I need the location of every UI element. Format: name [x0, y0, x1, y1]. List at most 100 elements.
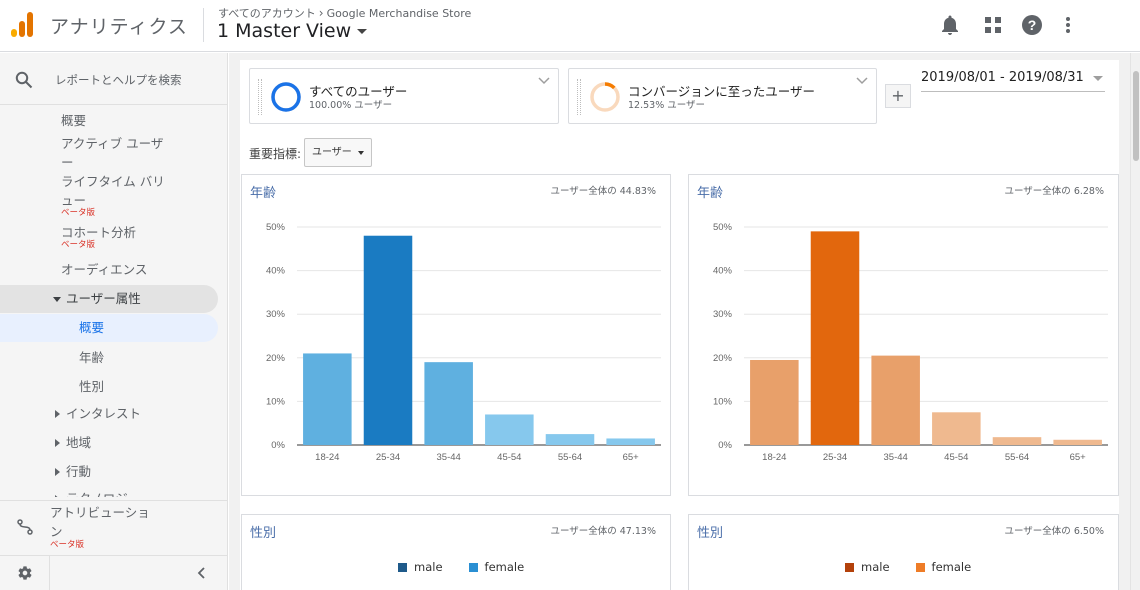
x-tick-label: 35-44	[884, 452, 908, 463]
divider	[0, 500, 227, 501]
y-tick-label: 30%	[266, 309, 286, 320]
segment-ring-icon	[590, 82, 620, 112]
sidebar-group-demographics[interactable]: ユーザー属性	[0, 285, 218, 313]
key-metric-value: ユーザー	[312, 147, 352, 158]
sidebar-item-lifetime-value[interactable]: ライフタイム バリュー ベータ版	[0, 172, 218, 218]
sidebar: レポートとヘルプを検索 概要 アクティブ ユーザー ライフタイム バリュー ベー…	[0, 53, 228, 590]
sidebar-item-gender[interactable]: 性別	[79, 379, 105, 394]
age-bar-chart: 0% 10% 20% 30% 40% 50% 18-24 25-34 35-44 45-54 55-…	[713, 222, 1108, 463]
x-tick-label: 55-64	[558, 452, 582, 463]
legend-label-male: male	[414, 560, 443, 574]
y-tick-label: 20%	[713, 353, 733, 364]
sidebar-item-attribution[interactable]: アトリビューション ベータ版	[0, 501, 227, 553]
drag-handle-icon[interactable]	[258, 79, 262, 115]
sidebar-item-audiences[interactable]: オーディエンス	[61, 262, 148, 277]
caret-down-icon	[357, 28, 368, 34]
segment-share: 100.00% ユーザー	[309, 100, 393, 111]
segment-card-all-users[interactable]: すべてのユーザー 100.00% ユーザー	[249, 68, 559, 124]
age-chart-card-all-users: 0% 10% 20% 30% 40% 50% 18-24 25-34 35-44 45-54 55-…	[241, 174, 671, 496]
expand-arrow-icon	[53, 297, 61, 302]
header-divider	[203, 8, 204, 42]
gender-legend: male female	[845, 560, 971, 574]
bar-45-54[interactable]	[485, 414, 534, 445]
age-chart-card-converters: 0% 10% 20% 30% 40% 50% 18-24 25-34 35-44 45-54 55-…	[688, 174, 1119, 496]
bar-35-44[interactable]	[424, 362, 473, 445]
more-vert-icon[interactable]	[1057, 14, 1079, 36]
bell-icon[interactable]	[939, 14, 961, 36]
sidebar-group-interests[interactable]: インタレスト	[0, 400, 218, 428]
y-tick-label: 40%	[266, 266, 286, 277]
sidebar-search[interactable]: レポートとヘルプを検索	[0, 53, 227, 103]
legend-swatch-male	[398, 562, 407, 572]
sidebar-group-behavior[interactable]: 行動	[0, 458, 218, 486]
sidebar-group-geo[interactable]: 地域	[0, 429, 218, 457]
bar-25-34[interactable]	[363, 235, 413, 445]
bar-18-24[interactable]	[750, 359, 799, 445]
scrollbar-thumb[interactable]	[1133, 71, 1139, 161]
x-tick-label: 65+	[623, 452, 640, 463]
apps-icon[interactable]	[982, 14, 1004, 36]
date-range-picker[interactable]: 2019/08/01 - 2019/08/31	[921, 70, 1105, 92]
x-tick-label: 25-34	[376, 452, 400, 463]
divider	[49, 556, 50, 590]
drag-handle-icon[interactable]	[577, 79, 581, 115]
sidebar-nav: 概要 アクティブ ユーザー ライフタイム バリュー ベータ版 コホート分析 ベー…	[0, 105, 227, 497]
help-icon[interactable]: ?	[1021, 14, 1043, 36]
bar-18-24[interactable]	[303, 353, 352, 445]
sidebar-item-cohort[interactable]: コホート分析 ベータ版	[0, 223, 218, 250]
segment-share: 12.53% ユーザー	[628, 100, 706, 111]
bar-25-34[interactable]	[810, 231, 860, 445]
collapse-arrow-icon	[55, 439, 60, 447]
search-label: レポートとヘルプを検索	[55, 73, 182, 87]
sidebar-item-active-users[interactable]: アクティブ ユーザー	[61, 136, 164, 170]
scrollbar[interactable]	[1130, 53, 1140, 590]
chevron-down-icon[interactable]	[856, 77, 868, 85]
key-metric-select[interactable]: ユーザー	[304, 138, 372, 167]
x-tick-label: 35-44	[437, 452, 461, 463]
sidebar-item-age[interactable]: 年齢	[79, 350, 105, 365]
breadcrumb[interactable]: すべてのアカウント › Google Merchandise Store	[218, 5, 471, 21]
chevron-right-icon: ›	[318, 6, 324, 20]
y-tick-label: 50%	[713, 222, 733, 233]
top-header: アナリティクス すべてのアカウント › Google Merchandise S…	[0, 0, 1140, 52]
gender-chart-card-converters: 性別 ユーザー全体の 6.50% male female	[688, 514, 1119, 590]
legend-label-female: female	[484, 560, 525, 574]
card-note: ユーザー全体の 6.50%	[1004, 526, 1104, 537]
bar-55-64[interactable]	[992, 437, 1042, 445]
x-tick-label: 18-24	[762, 452, 786, 463]
view-name: 1 Master View	[217, 20, 352, 42]
view-selector[interactable]: 1 Master View	[217, 20, 368, 42]
divider	[0, 555, 227, 556]
sidebar-item-overview[interactable]: 概要	[61, 113, 87, 128]
bar-65+[interactable]	[1053, 439, 1102, 445]
y-tick-label: 20%	[266, 353, 286, 364]
x-tick-label: 45-54	[944, 452, 968, 463]
attribution-icon	[17, 519, 33, 535]
bar-35-44[interactable]	[871, 355, 920, 445]
divider	[0, 104, 227, 105]
collapse-arrow-icon	[55, 468, 60, 476]
breadcrumb-account[interactable]: すべてのアカウント	[218, 7, 316, 20]
gear-icon[interactable]	[17, 565, 33, 581]
chevron-down-icon[interactable]	[538, 77, 550, 85]
sidebar-group-technology[interactable]: テクノロジー	[0, 485, 218, 497]
beta-badge: ベータ版	[61, 208, 96, 218]
segment-card-converters[interactable]: コンバージョンに至ったユーザー 12.53% ユーザー	[568, 68, 877, 124]
y-tick-label: 10%	[266, 396, 286, 407]
app-title: アナリティクス	[50, 16, 188, 38]
bar-65+[interactable]	[606, 438, 655, 445]
analytics-logo-icon[interactable]	[10, 10, 34, 38]
legend-label-male: male	[861, 560, 890, 574]
y-tick-label: 50%	[266, 222, 286, 233]
sidebar-item-demographics-overview[interactable]: 概要	[0, 314, 218, 342]
legend-swatch-female	[915, 562, 925, 572]
chevron-left-icon[interactable]	[196, 567, 206, 579]
bar-55-64[interactable]	[545, 434, 595, 445]
bar-45-54[interactable]	[932, 412, 981, 445]
add-segment-button[interactable]: +	[885, 84, 911, 108]
breadcrumb-property[interactable]: Google Merchandise Store	[326, 6, 472, 20]
card-title: 年齢	[697, 186, 724, 201]
x-tick-label: 65+	[1070, 452, 1087, 463]
gender-legend: male female	[398, 560, 524, 574]
y-tick-label: 0%	[271, 440, 285, 451]
